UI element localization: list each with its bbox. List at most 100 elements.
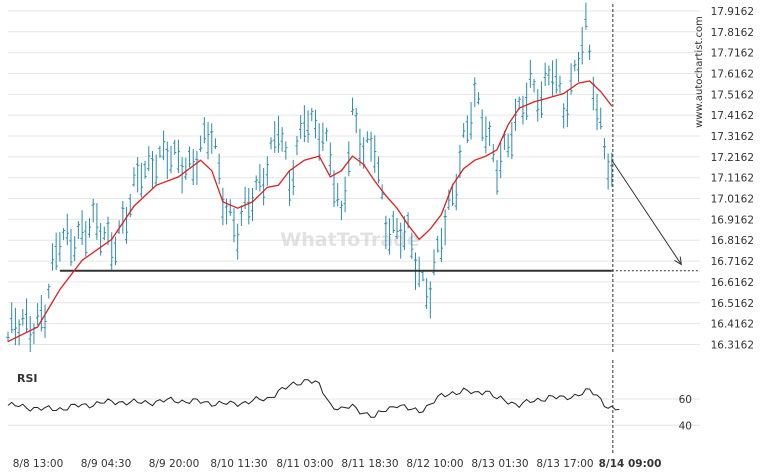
price-tick-label: 16.4162 [711, 319, 754, 331]
time-tick-label: 8/11 18:30 [341, 458, 398, 470]
price-bar [143, 160, 147, 179]
time-tick-label: 8/14 09:00 [599, 458, 662, 470]
price-bar [161, 130, 166, 161]
price-bar [336, 183, 340, 207]
price-bar [195, 150, 199, 185]
price-bar [550, 60, 555, 96]
price-bar [65, 213, 69, 246]
price-bar [265, 156, 269, 186]
price-bar [287, 170, 292, 206]
price-bar [606, 153, 610, 190]
price-bar [491, 143, 495, 163]
price-bar [295, 135, 299, 156]
price-bar [21, 308, 25, 326]
time-tick-label: 8/13 17:00 [536, 458, 593, 470]
price-bar [217, 153, 221, 185]
price-tick-label: 16.8162 [711, 235, 754, 247]
price-bar [210, 123, 214, 154]
price-bar [247, 187, 251, 225]
time-tick-label: 8/10 11:30 [210, 458, 267, 470]
price-bar [354, 108, 358, 134]
price-bar [258, 164, 262, 192]
price-bar [339, 200, 344, 221]
price-bar [121, 201, 125, 234]
price-bar [254, 175, 258, 191]
price-bar [147, 146, 151, 172]
price-bar [347, 141, 351, 177]
price-bar [595, 93, 599, 131]
price-bar [221, 187, 225, 226]
price-bar [124, 206, 129, 244]
price-bar [10, 302, 14, 333]
price-bar [580, 26, 584, 65]
price-bar [154, 154, 158, 187]
price-bar [591, 76, 595, 111]
moving-average-line [7, 80, 613, 343]
price-bar [176, 139, 181, 174]
price-bar [576, 52, 581, 82]
time-tick-label: 8/9 04:30 [81, 458, 132, 470]
rsi-tick-label: 40 [679, 420, 692, 432]
price-tick-label: 16.7162 [711, 256, 754, 268]
price-bar [136, 157, 140, 193]
price-bar [99, 223, 103, 256]
price-bar [480, 109, 484, 142]
rsi-grid-lines [8, 398, 700, 426]
price-bar [399, 222, 403, 259]
price-bar [402, 216, 406, 251]
price-bar [95, 203, 99, 240]
price-bar [562, 103, 566, 129]
price-bar [213, 138, 218, 149]
price-bar [536, 89, 540, 122]
time-tick-label: 8/8 13:00 [13, 458, 64, 470]
price-axis: 17.9162 17.8162 17.7162 17.6162 17.5162 17.41… [711, 6, 754, 351]
price-bar [202, 117, 206, 144]
rsi-tick-label: 60 [679, 394, 692, 406]
price-bar [310, 107, 314, 122]
price-bar [358, 128, 362, 166]
price-bar [191, 149, 195, 186]
price-bar [228, 199, 232, 216]
price-bar [299, 115, 303, 139]
price-bar [369, 131, 373, 162]
price-bar [510, 122, 514, 160]
price-bar [476, 92, 481, 105]
price-bar [291, 159, 295, 196]
price-bar [439, 227, 444, 263]
price-bar [499, 142, 503, 179]
price-bar [17, 319, 21, 346]
price-tick-label: 17.0162 [711, 194, 754, 206]
price-bar [462, 123, 466, 138]
price-bar [6, 331, 10, 343]
price-bar [58, 232, 62, 262]
price-bar [165, 141, 169, 180]
price-bar [421, 270, 425, 282]
price-bar [128, 193, 132, 218]
price-tick-label: 16.5162 [711, 298, 754, 310]
price-bar [458, 144, 462, 178]
price-bar [543, 62, 547, 86]
price-bar [558, 75, 562, 94]
price-bar [73, 236, 77, 262]
price-bar [76, 221, 80, 239]
price-bar [102, 226, 106, 241]
price-bar [173, 139, 177, 155]
price-bar [602, 138, 607, 160]
price-bar [262, 167, 266, 206]
price-bar [284, 141, 288, 160]
price-bar [39, 294, 43, 332]
price-bar [584, 2, 588, 30]
source-label: www.autochartist.com [694, 16, 705, 128]
time-tick-label: 8/9 20:00 [149, 458, 200, 470]
price-tick-label: 17.6162 [711, 68, 754, 80]
price-tick-label: 17.7162 [711, 48, 754, 60]
price-bar [158, 145, 162, 158]
price-bar [387, 218, 392, 255]
price-bar [425, 278, 429, 309]
price-bar [113, 236, 118, 266]
price-bar [13, 307, 18, 346]
price-bar [350, 97, 355, 116]
price-tick-label: 17.9162 [711, 6, 754, 18]
price-bar [47, 283, 51, 299]
